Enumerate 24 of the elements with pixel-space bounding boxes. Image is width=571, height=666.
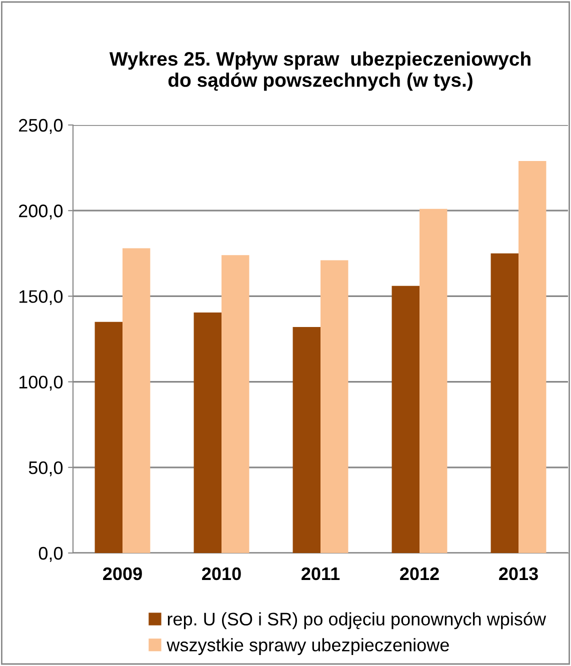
chart-title: Wykres 25. Wpływ spraw ubezpieczeniowych do sądów powszechnych (w tys.) [109,51,530,91]
bar [320,260,348,553]
y-tick-label: 100,0 [19,376,63,391]
y-tick-label: 50,0 [28,461,63,476]
y-tick-label: 200,0 [19,204,63,220]
x-tick-label: 2011 [302,567,340,580]
legend-label: wszystkie sprawy ubezpieczeniowe [166,638,449,655]
bar [518,160,546,553]
x-tick-label: 2013 [499,567,538,580]
y-tick-label: 150,0 [19,290,63,306]
x-tick-label: 2010 [202,567,241,580]
y-tick-label: 0,0 [38,546,63,562]
bar [194,312,222,553]
bar [490,253,518,553]
x-tick-label: 2009 [103,567,142,580]
bar [292,327,320,553]
y-tick-label: 250,0 [19,118,63,134]
bar [392,286,420,553]
bar [222,255,250,553]
bar [122,248,150,553]
bar [420,208,448,553]
bar [94,322,122,553]
x-tick-label: 2012 [400,567,439,580]
legend-label: rep. U (SO i SR) po odjęciu ponownych wpisów [168,612,546,630]
